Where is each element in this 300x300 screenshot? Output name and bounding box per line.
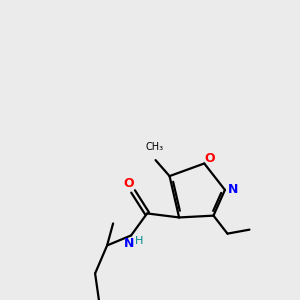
Text: N: N (228, 183, 238, 196)
Text: N: N (124, 237, 134, 250)
Text: H: H (135, 236, 143, 246)
Text: O: O (204, 152, 214, 165)
Text: CH₃: CH₃ (146, 142, 164, 152)
Text: O: O (124, 177, 134, 190)
